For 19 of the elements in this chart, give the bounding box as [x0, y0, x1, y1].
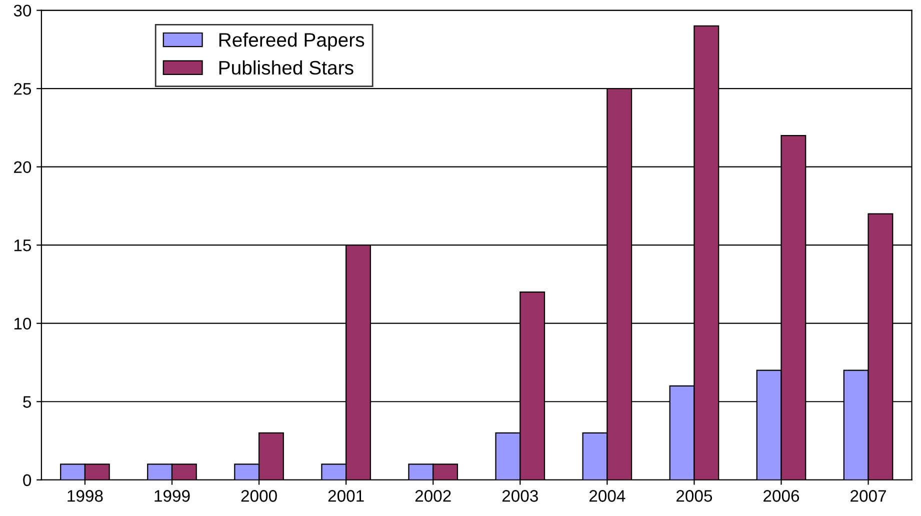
x-tick-label: 2003 [502, 490, 538, 502]
x-tick-label: 2007 [850, 490, 886, 502]
y-tick-label: 30 [14, 4, 32, 17]
y-tick-label: 15 [14, 240, 32, 252]
y-tick-label: 5 [23, 396, 32, 408]
x-tick-label: 2001 [328, 490, 364, 502]
x-tick-label: 2002 [415, 490, 451, 502]
y-tick-label: 25 [14, 82, 32, 95]
x-tick-label: 1998 [68, 490, 103, 502]
x-tick-label: 2000 [241, 490, 277, 502]
x-tick-label: 1999 [154, 490, 190, 502]
y-tick-label: 0 [23, 474, 32, 486]
x-tick-label: 2004 [589, 490, 626, 502]
y-tick-label: 10 [14, 318, 32, 330]
legend-label: Refereed Papers [219, 32, 364, 51]
x-tick-label: 2006 [764, 490, 800, 502]
y-tick-label: 20 [14, 161, 32, 174]
x-tick-label: 2005 [676, 490, 712, 502]
legend-label: Published Stars [219, 60, 354, 75]
